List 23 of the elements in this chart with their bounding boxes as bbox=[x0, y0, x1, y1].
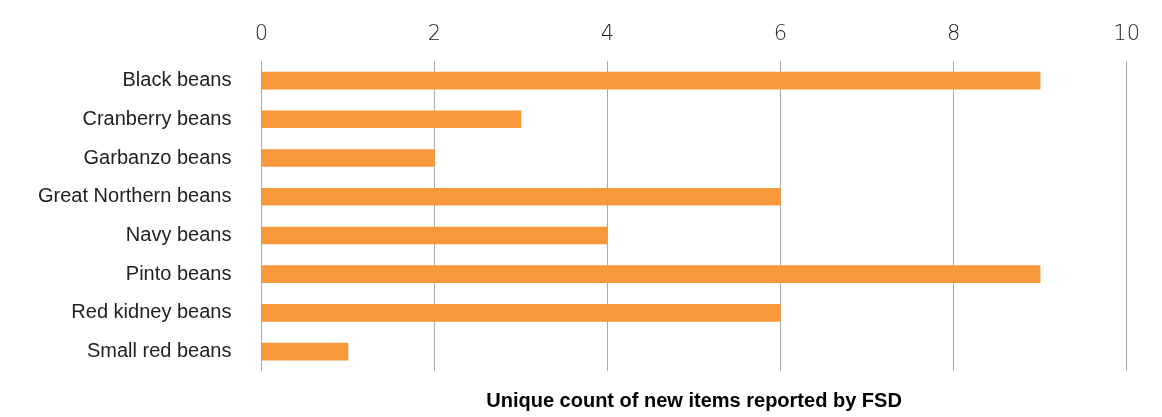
bar bbox=[261, 265, 1041, 284]
bar bbox=[261, 304, 781, 322]
y-tick-label: Red kidney beans bbox=[71, 300, 232, 323]
x-tick-label: 8 bbox=[946, 21, 961, 46]
bar bbox=[261, 342, 349, 361]
y-tick-label: Pinto beans bbox=[125, 261, 232, 284]
y-tick-label: Navy beans bbox=[125, 222, 232, 245]
bar bbox=[261, 149, 435, 167]
bar bbox=[261, 226, 608, 245]
y-tick-label: Black beans bbox=[122, 68, 232, 91]
y-tick-label: Garbanzo beans bbox=[83, 145, 232, 168]
bar bbox=[261, 187, 781, 206]
x-tick-label: 4 bbox=[600, 21, 615, 46]
x-axis-title: Unique count of new items reported by FSD bbox=[486, 388, 902, 411]
x-tick-label: 6 bbox=[773, 21, 788, 46]
bar bbox=[261, 110, 522, 129]
y-tick-label: Cranberry beans bbox=[82, 106, 232, 129]
x-tick-label: 0 bbox=[254, 21, 269, 46]
y-tick-label: Small red beans bbox=[86, 339, 232, 362]
y-tick-label: Great Northern beans bbox=[38, 184, 232, 207]
bar bbox=[261, 71, 1041, 90]
x-tick-label: 2 bbox=[427, 21, 442, 46]
x-tick-label: 10 bbox=[1113, 21, 1141, 46]
